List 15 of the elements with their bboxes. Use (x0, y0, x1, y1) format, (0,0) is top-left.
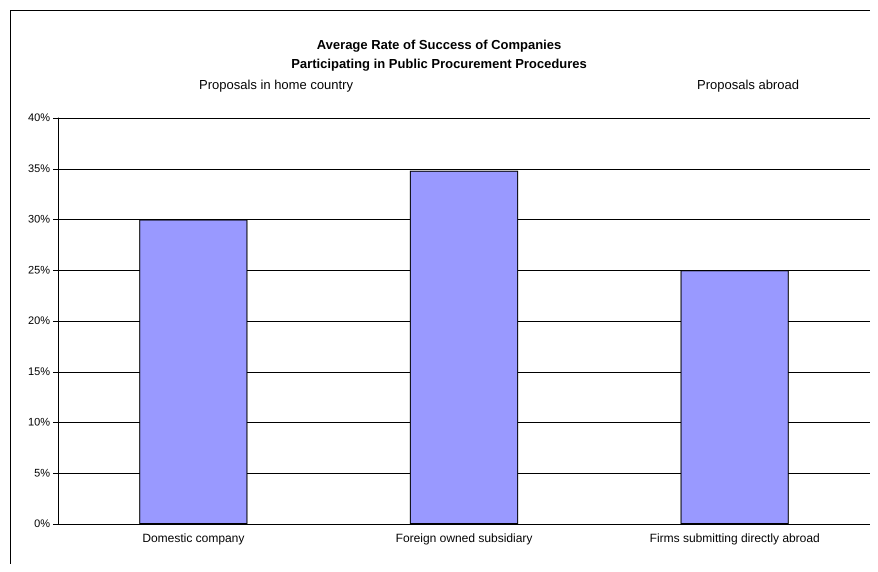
x-tick-label: Domestic company (142, 531, 244, 545)
text: Proposals abroad (697, 77, 799, 92)
y-tick-label: 10% (28, 416, 50, 428)
x-tick-label: Foreign owned subsidiary (396, 531, 532, 545)
y-tick-label: 25% (28, 264, 50, 276)
y-tick-label: 35% (28, 162, 50, 175)
y-tick-label: 5% (34, 467, 50, 480)
y-tick-label: 15% (28, 366, 50, 378)
text: Proposals in home country (199, 77, 354, 92)
chart-title: Average Rate of Success of Companies Participating in Public Procurement Procedures (291, 37, 587, 71)
y-tick-label: 30% (28, 214, 50, 226)
y-tick-label: 40% (28, 112, 50, 124)
x-tick-label: Firms submitting directly abroad (650, 531, 820, 545)
y-tick-label: 20% (28, 315, 50, 327)
y-tick-label: 0% (34, 518, 50, 530)
